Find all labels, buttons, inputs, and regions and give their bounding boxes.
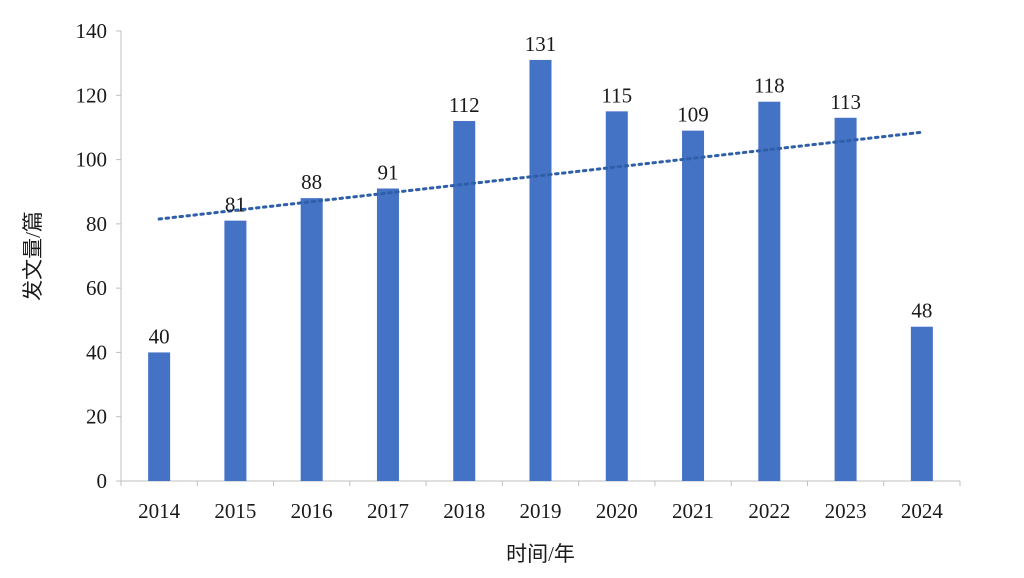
x-axis-title: 时间/年: [506, 542, 575, 566]
x-tick-label: 2018: [443, 499, 485, 523]
y-tick-label: 140: [76, 19, 108, 43]
bar-2017: [376, 188, 399, 481]
bar-2023: [834, 117, 857, 482]
x-tick-label: 2021: [672, 499, 714, 523]
data-labels: 40 81 88 91 112 131 115 109 118 113 48: [149, 32, 933, 348]
data-label-2015: 81: [225, 193, 246, 217]
y-tick-label: 0: [97, 469, 108, 493]
bar-2020: [605, 111, 628, 481]
y-axis-title: 发文量/篇: [21, 211, 45, 301]
tick-labels: 0 20 40 60 80 100 120 140 2014 2015 2016 2017 2018 20…: [76, 19, 944, 523]
y-tick-label: 60: [86, 276, 107, 300]
x-tick-label: 2023: [825, 499, 867, 523]
x-tick-label: 2014: [138, 499, 181, 523]
y-tick-label: 20: [86, 405, 107, 429]
data-label-2020: 115: [601, 83, 632, 107]
data-label-2018: 112: [449, 93, 480, 117]
data-label-2021: 109: [677, 103, 709, 127]
data-label-2014: 40: [149, 324, 170, 348]
x-tick-label: 2022: [748, 499, 790, 523]
y-tick-label: 80: [86, 212, 107, 236]
bar-2022: [758, 101, 781, 481]
linear-trendline: [157, 130, 924, 221]
trendline: [157, 130, 924, 221]
bar-2021: [682, 130, 705, 481]
data-label-2022: 118: [754, 74, 785, 98]
bar-2015: [224, 220, 247, 481]
x-tick-label: 2017: [367, 499, 409, 523]
x-tick-label: 2019: [520, 499, 562, 523]
data-label-2016: 88: [301, 170, 322, 194]
bar-2014: [148, 352, 171, 481]
bar-2018: [453, 121, 476, 481]
data-label-2019: 131: [525, 32, 557, 56]
bar-2016: [300, 198, 323, 481]
y-tick-label: 40: [86, 340, 107, 364]
data-label-2017: 91: [377, 161, 398, 185]
x-tick-label: 2020: [596, 499, 638, 523]
y-tick-label: 100: [76, 148, 108, 172]
bar-2024: [910, 326, 933, 481]
y-tick-label: 120: [76, 83, 108, 107]
data-label-2024: 48: [911, 299, 932, 323]
bar-2019: [529, 59, 552, 482]
x-tick-label: 2015: [214, 499, 256, 523]
bars: [148, 59, 933, 482]
axis-titles: 时间/年 发文量/篇: [21, 211, 575, 566]
x-tick-label: 2016: [291, 499, 333, 523]
data-label-2023: 113: [830, 90, 861, 114]
x-tick-label: 2024: [901, 499, 944, 523]
